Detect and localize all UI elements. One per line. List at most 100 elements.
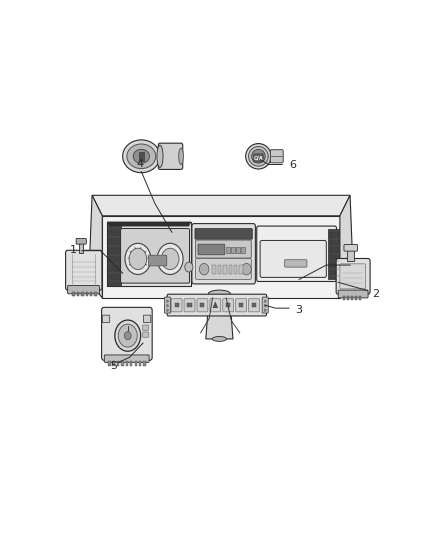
FancyBboxPatch shape — [344, 245, 357, 251]
Text: 2: 2 — [372, 289, 379, 299]
FancyBboxPatch shape — [262, 297, 268, 313]
Bar — [234, 265, 237, 273]
Bar — [143, 361, 146, 366]
Text: O/A: O/A — [254, 156, 263, 160]
Bar — [187, 303, 191, 308]
FancyBboxPatch shape — [143, 332, 148, 337]
Ellipse shape — [133, 149, 149, 163]
FancyBboxPatch shape — [143, 315, 151, 322]
Bar — [134, 361, 137, 366]
Bar — [113, 361, 115, 366]
FancyBboxPatch shape — [210, 298, 221, 312]
FancyBboxPatch shape — [285, 260, 307, 267]
Bar — [241, 247, 245, 253]
FancyBboxPatch shape — [223, 298, 233, 312]
FancyBboxPatch shape — [249, 298, 259, 312]
Bar — [72, 292, 75, 296]
Bar — [252, 303, 256, 308]
Text: 4: 4 — [136, 159, 143, 169]
Text: 6: 6 — [289, 160, 296, 170]
Bar — [237, 247, 240, 253]
Bar — [359, 296, 361, 301]
Polygon shape — [328, 229, 339, 279]
FancyBboxPatch shape — [164, 297, 170, 313]
Circle shape — [125, 243, 151, 274]
FancyBboxPatch shape — [192, 224, 255, 284]
Bar — [226, 303, 230, 308]
Ellipse shape — [208, 290, 230, 297]
Circle shape — [157, 243, 183, 274]
Ellipse shape — [127, 144, 156, 168]
FancyBboxPatch shape — [167, 294, 267, 316]
Circle shape — [166, 309, 169, 311]
Bar — [126, 361, 128, 366]
FancyBboxPatch shape — [338, 290, 368, 298]
Ellipse shape — [212, 336, 226, 342]
Polygon shape — [107, 226, 121, 286]
FancyBboxPatch shape — [198, 244, 225, 255]
FancyBboxPatch shape — [158, 143, 183, 169]
Bar — [346, 296, 349, 301]
Ellipse shape — [246, 143, 271, 169]
Circle shape — [199, 263, 209, 275]
Bar — [343, 296, 345, 301]
Bar — [347, 249, 354, 261]
Bar — [231, 247, 235, 253]
Ellipse shape — [179, 148, 184, 165]
Polygon shape — [107, 222, 191, 226]
FancyBboxPatch shape — [184, 298, 195, 312]
Text: 3: 3 — [295, 305, 302, 315]
FancyBboxPatch shape — [102, 315, 110, 322]
Circle shape — [166, 304, 169, 307]
FancyBboxPatch shape — [340, 264, 366, 289]
Ellipse shape — [249, 147, 268, 166]
FancyBboxPatch shape — [236, 298, 247, 312]
FancyBboxPatch shape — [143, 325, 148, 330]
FancyBboxPatch shape — [257, 226, 336, 281]
Text: 5: 5 — [111, 361, 118, 372]
Bar — [212, 265, 215, 273]
Circle shape — [118, 324, 137, 347]
Bar — [95, 292, 97, 296]
Bar — [200, 303, 205, 308]
Circle shape — [264, 304, 266, 307]
Bar — [121, 361, 124, 366]
Circle shape — [129, 248, 147, 270]
Circle shape — [161, 248, 179, 270]
FancyBboxPatch shape — [76, 238, 86, 244]
FancyBboxPatch shape — [270, 150, 283, 163]
Bar — [226, 247, 230, 253]
Circle shape — [124, 332, 131, 340]
FancyBboxPatch shape — [197, 298, 208, 312]
Bar — [229, 265, 232, 273]
FancyBboxPatch shape — [104, 355, 149, 362]
Bar — [175, 303, 179, 308]
Bar — [77, 292, 79, 296]
Bar — [355, 296, 357, 301]
Bar — [90, 292, 92, 296]
Bar — [86, 292, 88, 296]
FancyBboxPatch shape — [195, 229, 252, 239]
Bar — [81, 292, 84, 296]
Ellipse shape — [123, 140, 160, 173]
FancyBboxPatch shape — [120, 229, 190, 283]
Ellipse shape — [251, 150, 265, 163]
Polygon shape — [107, 222, 191, 286]
Circle shape — [242, 263, 251, 275]
FancyBboxPatch shape — [336, 259, 370, 294]
Bar — [79, 243, 83, 253]
Bar — [218, 265, 221, 273]
Circle shape — [166, 300, 169, 302]
FancyBboxPatch shape — [66, 251, 102, 290]
Bar — [240, 265, 243, 273]
Polygon shape — [102, 216, 340, 298]
Ellipse shape — [157, 145, 163, 167]
FancyBboxPatch shape — [196, 240, 251, 258]
FancyBboxPatch shape — [102, 308, 152, 360]
Polygon shape — [340, 195, 353, 298]
FancyBboxPatch shape — [148, 255, 167, 266]
Bar — [108, 361, 111, 366]
FancyBboxPatch shape — [196, 259, 251, 279]
Bar — [139, 361, 141, 366]
Polygon shape — [213, 302, 218, 308]
